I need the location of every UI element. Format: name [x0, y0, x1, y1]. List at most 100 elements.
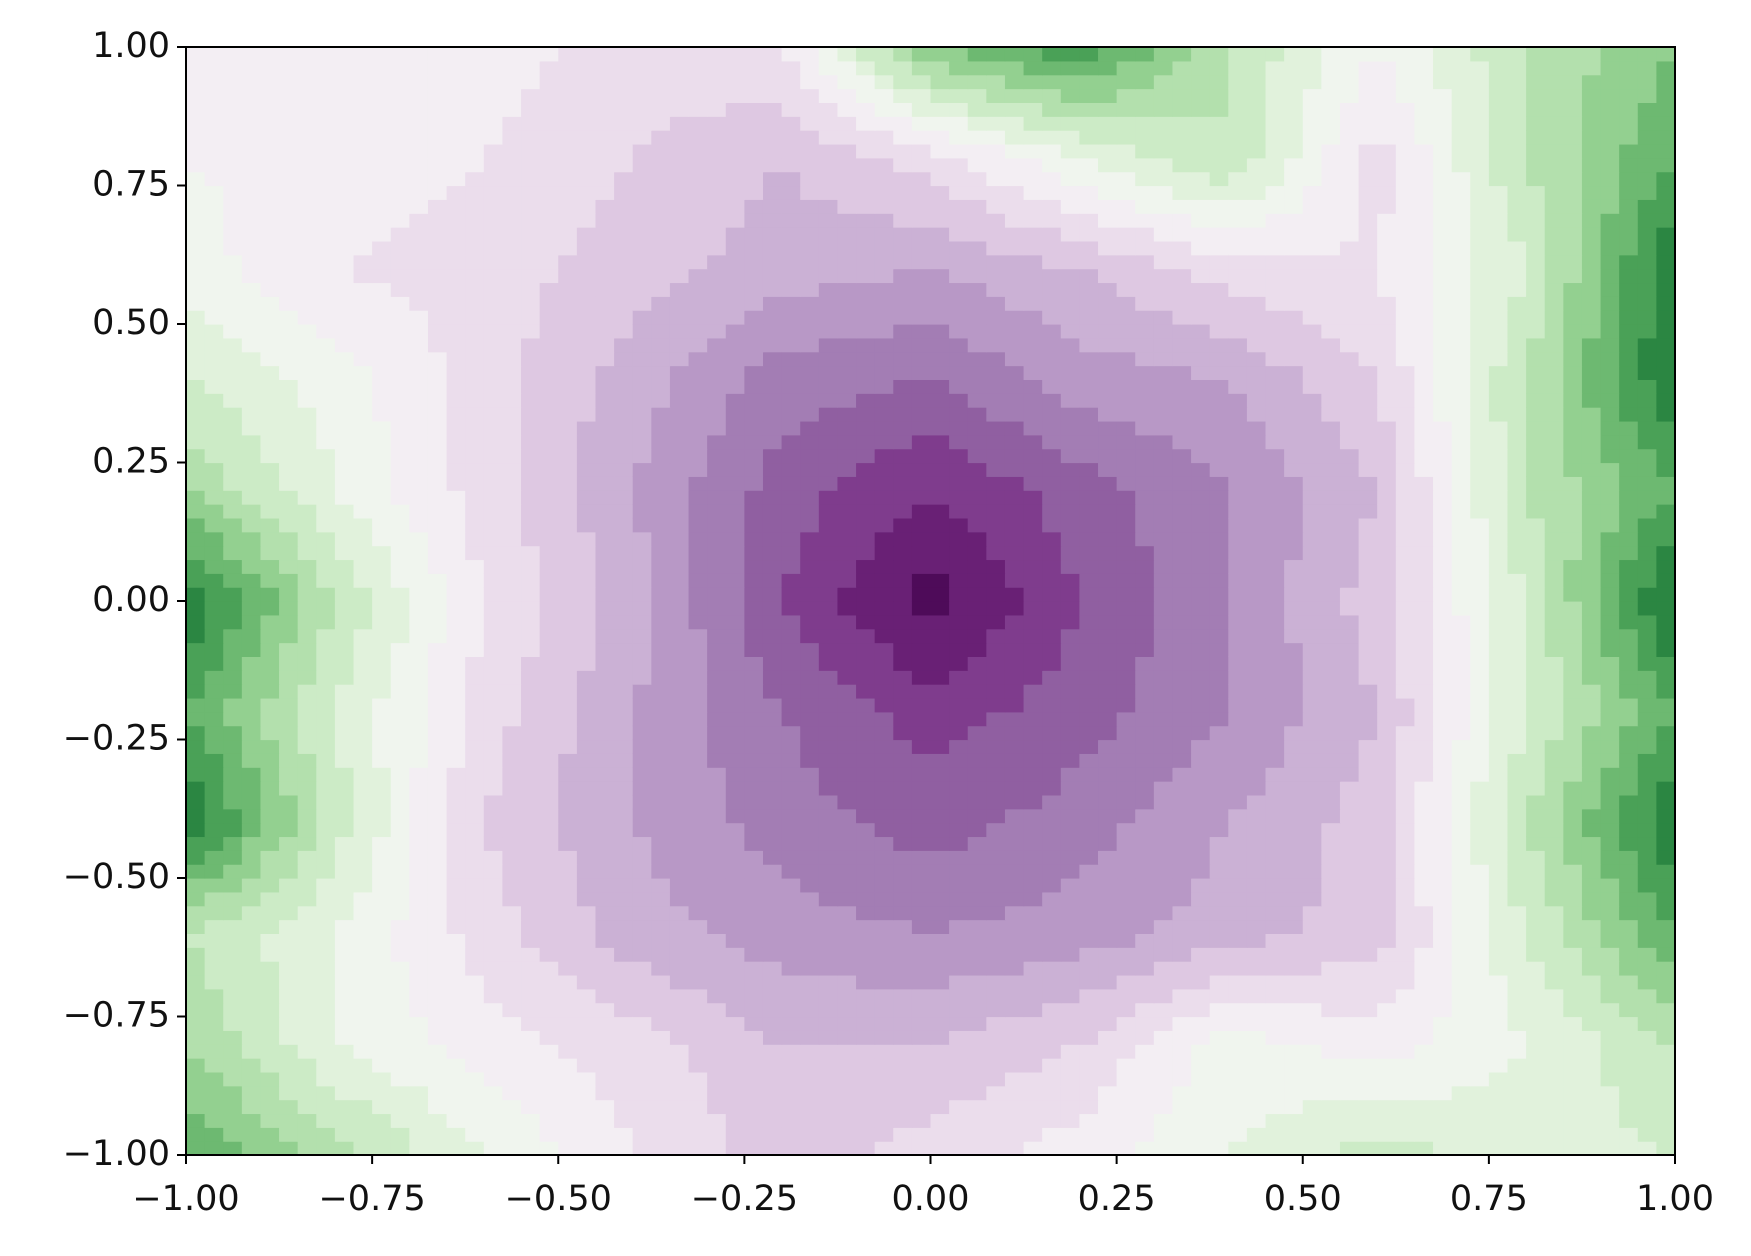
contour-cell — [930, 1071, 950, 1087]
contour-cell — [409, 1044, 429, 1059]
contour-cell — [1153, 864, 1174, 879]
contour-cell — [1060, 1099, 1080, 1115]
contour-cell — [539, 739, 559, 754]
contour-cell — [893, 1085, 913, 1101]
contour-cell — [260, 642, 280, 657]
contour-cell — [186, 434, 206, 450]
contour-cell — [483, 587, 504, 602]
contour-cell — [1172, 531, 1192, 547]
contour-cell — [558, 642, 578, 657]
contour-cell — [1098, 1071, 1118, 1087]
contour-cell — [576, 933, 597, 948]
contour-cell — [669, 850, 690, 865]
contour-cell — [279, 601, 299, 616]
contour-cell — [856, 587, 876, 602]
contour-cell — [390, 324, 410, 339]
contour-cell — [1265, 905, 1285, 921]
contour-cell — [800, 905, 820, 921]
contour-cell — [1228, 767, 1248, 782]
contour-cell — [614, 974, 634, 990]
contour-cell — [521, 850, 541, 865]
contour-cell — [241, 919, 262, 934]
contour-cell — [502, 711, 522, 727]
contour-cell — [800, 268, 820, 284]
contour-cell — [1600, 559, 1620, 574]
contour-cell — [1526, 684, 1546, 699]
contour-cell — [967, 1044, 987, 1059]
contour-cell — [614, 504, 634, 519]
contour-cell — [1265, 628, 1285, 644]
contour-cell — [1172, 961, 1192, 976]
contour-cell — [576, 490, 597, 505]
contour-cell — [1414, 988, 1434, 1004]
contour-cell — [241, 1085, 262, 1101]
contour-cell — [334, 296, 355, 311]
contour-cell — [1581, 448, 1602, 464]
contour-cell — [762, 988, 783, 1004]
contour-cell — [390, 531, 410, 547]
contour-cell — [1451, 1099, 1471, 1115]
contour-cell — [1191, 656, 1211, 671]
contour-cell — [1433, 878, 1453, 893]
contour-cell — [483, 296, 504, 311]
contour-cell — [1377, 1016, 1397, 1031]
contour-cell — [744, 448, 764, 464]
contour-cell — [874, 531, 894, 547]
contour-cell — [186, 1044, 206, 1059]
contour-cell — [930, 393, 950, 408]
contour-cell — [260, 781, 280, 796]
contour-cell — [632, 961, 652, 976]
contour-cell — [1191, 296, 1211, 311]
contour-cell — [1395, 961, 1416, 976]
contour-cell — [1395, 1016, 1416, 1031]
contour-cell — [688, 905, 708, 921]
contour-cell — [1284, 656, 1304, 671]
contour-cell — [725, 1002, 745, 1018]
contour-cell — [297, 268, 317, 284]
contour-cell — [1321, 739, 1341, 754]
contour-cell — [781, 1085, 801, 1101]
contour-cell — [1284, 1113, 1304, 1128]
contour-cell — [1209, 850, 1229, 865]
contour-cell — [223, 781, 243, 796]
contour-cell — [1339, 1141, 1360, 1156]
contour-cell — [930, 504, 950, 519]
contour-cell — [707, 587, 727, 602]
contour-cell — [1042, 905, 1062, 921]
contour-cell — [1023, 282, 1043, 297]
contour-cell — [1042, 781, 1062, 796]
contour-cell — [1023, 337, 1043, 353]
contour-cell — [1414, 947, 1434, 962]
contour-cell — [1619, 531, 1639, 547]
contour-cell — [409, 1141, 429, 1156]
contour-cell — [874, 393, 894, 408]
contour-cell — [781, 517, 801, 533]
contour-cell — [781, 476, 801, 491]
contour-cell — [1395, 434, 1416, 450]
contour-cell — [1507, 961, 1527, 976]
contour-cell — [1321, 573, 1341, 588]
contour-cell — [1302, 504, 1322, 519]
contour-cell — [1060, 767, 1080, 782]
contour-cell — [744, 1099, 764, 1115]
contour-cell — [1172, 448, 1192, 464]
contour-cell — [483, 739, 504, 754]
contour-cell — [502, 642, 522, 657]
contour-cell — [334, 753, 355, 768]
contour-cell — [204, 1058, 224, 1073]
contour-cell — [1339, 670, 1360, 685]
contour-cell — [1451, 434, 1471, 450]
contour-cell — [558, 919, 578, 934]
contour-cell — [818, 1127, 839, 1142]
contour-cell — [856, 905, 876, 921]
contour-cell — [539, 587, 559, 602]
contour-cell — [1172, 739, 1192, 754]
contour-cell — [1433, 684, 1453, 699]
contour-cell — [1600, 988, 1620, 1004]
contour-cell — [1526, 850, 1546, 865]
contour-cell — [1246, 504, 1267, 519]
contour-cell — [614, 1099, 634, 1115]
contour-cell — [1116, 379, 1136, 394]
contour-cell — [1526, 628, 1546, 644]
contour-cell — [911, 1071, 932, 1087]
